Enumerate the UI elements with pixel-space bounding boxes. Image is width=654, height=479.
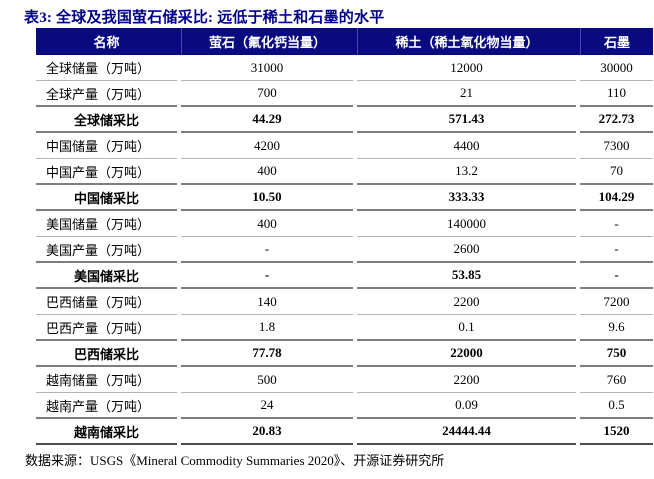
cell-value: - (580, 263, 653, 289)
table-row-us-production: 美国产量（万吨） - 2600 - (36, 237, 653, 263)
table-title: 表3: 全球及我国萤石储采比: 远低于稀土和石墨的水平 (24, 10, 385, 26)
cell-value: 7200 (580, 289, 653, 315)
cell-value: 31000 (181, 55, 353, 81)
table-row-global-production: 全球产量（万吨） 700 21 110 (36, 81, 653, 107)
row-label: 全球产量（万吨） (36, 81, 177, 107)
cell-value: - (181, 237, 353, 263)
table-row-china-ratio: 中国储采比 10.50 333.33 104.29 (36, 185, 653, 211)
cell-value: - (181, 263, 353, 289)
header-fluorite: 萤石（氟化钙当量） (181, 28, 353, 55)
cell-value: 0.1 (357, 315, 576, 341)
table-row-global-ratio: 全球储采比 44.29 571.43 272.73 (36, 107, 653, 133)
row-label: 巴西储量（万吨） (36, 289, 177, 315)
cell-value: 750 (580, 341, 653, 367)
cell-value: 13.2 (357, 159, 576, 185)
cell-value: 20.83 (181, 419, 353, 445)
cell-value: 2200 (357, 289, 576, 315)
cell-value: 104.29 (580, 185, 653, 211)
cell-value: 2200 (357, 367, 576, 393)
row-label: 巴西产量（万吨） (36, 315, 177, 341)
row-label: 越南储量（万吨） (36, 367, 177, 393)
table-row-brazil-ratio: 巴西储采比 77.78 22000 750 (36, 341, 653, 367)
cell-value: 10.50 (181, 185, 353, 211)
cell-value: - (580, 211, 653, 237)
table-row-global-reserves: 全球储量（万吨） 31000 12000 30000 (36, 55, 653, 81)
cell-value: 9.6 (580, 315, 653, 341)
row-label: 全球储量（万吨） (36, 55, 177, 81)
cell-value: 272.73 (580, 107, 653, 133)
row-label: 中国储采比 (36, 185, 177, 211)
cell-value: 0.09 (357, 393, 576, 419)
cell-value: 44.29 (181, 107, 353, 133)
cell-value: 700 (181, 81, 353, 107)
cell-value: 400 (181, 211, 353, 237)
data-source: 数据来源：USGS《Mineral Commodity Summaries 20… (25, 453, 445, 468)
cell-value: 140000 (357, 211, 576, 237)
cell-value: 12000 (357, 55, 576, 81)
table-row-china-production: 中国产量（万吨） 400 13.2 70 (36, 159, 653, 185)
table-row-us-reserves: 美国储量（万吨） 400 140000 - (36, 211, 653, 237)
cell-value: 77.78 (181, 341, 353, 367)
table-row-vietnam-reserves: 越南储量（万吨） 500 2200 760 (36, 367, 653, 393)
row-label: 越南储采比 (36, 419, 177, 445)
cell-value: 0.5 (580, 393, 653, 419)
cell-value: 500 (181, 367, 353, 393)
cell-value: 21 (357, 81, 576, 107)
cell-value: 24444.44 (357, 419, 576, 445)
row-label: 美国产量（万吨） (36, 237, 177, 263)
table-row-vietnam-ratio: 越南储采比 20.83 24444.44 1520 (36, 419, 653, 445)
row-label: 中国产量（万吨） (36, 159, 177, 185)
table-row-us-ratio: 美国储采比 - 53.85 - (36, 263, 653, 289)
header-rare-earth: 稀土（稀土氧化物当量） (357, 28, 576, 55)
cell-value: 1520 (580, 419, 653, 445)
cell-value: 760 (580, 367, 653, 393)
row-label: 全球储采比 (36, 107, 177, 133)
cell-value: 571.43 (357, 107, 576, 133)
header-graphite: 石墨 (580, 28, 653, 55)
cell-value: 2600 (357, 237, 576, 263)
cell-value: 140 (181, 289, 353, 315)
table-row-china-reserves: 中国储量（万吨） 4200 4400 7300 (36, 133, 653, 159)
cell-value: 22000 (357, 341, 576, 367)
table-row-vietnam-production: 越南产量（万吨） 24 0.09 0.5 (36, 393, 653, 419)
row-label: 巴西储采比 (36, 341, 177, 367)
cell-value: 24 (181, 393, 353, 419)
cell-value: 70 (580, 159, 653, 185)
cell-value: 1.8 (181, 315, 353, 341)
cell-value: 110 (580, 81, 653, 107)
cell-value: 53.85 (357, 263, 576, 289)
cell-value: 333.33 (357, 185, 576, 211)
header-name: 名称 (93, 35, 120, 50)
table-row-brazil-production: 巴西产量（万吨） 1.8 0.1 9.6 (36, 315, 653, 341)
table-row-brazil-reserves: 巴西储量（万吨） 140 2200 7200 (36, 289, 653, 315)
cell-value: 30000 (580, 55, 653, 81)
cell-value: - (580, 237, 653, 263)
cell-value: 4200 (181, 133, 353, 159)
row-label: 美国储量（万吨） (36, 211, 177, 237)
cell-value: 4400 (357, 133, 576, 159)
row-label: 中国储量（万吨） (36, 133, 177, 159)
cell-value: 7300 (580, 133, 653, 159)
row-label: 美国储采比 (36, 263, 177, 289)
reserves-table: 名称 萤石（氟化钙当量） 稀土（稀土氧化物当量） 石墨 全球储量（万吨） 310… (36, 28, 653, 445)
table-header-row: 名称 萤石（氟化钙当量） 稀土（稀土氧化物当量） 石墨 (36, 28, 653, 55)
row-label: 越南产量（万吨） (36, 393, 177, 419)
cell-value: 400 (181, 159, 353, 185)
